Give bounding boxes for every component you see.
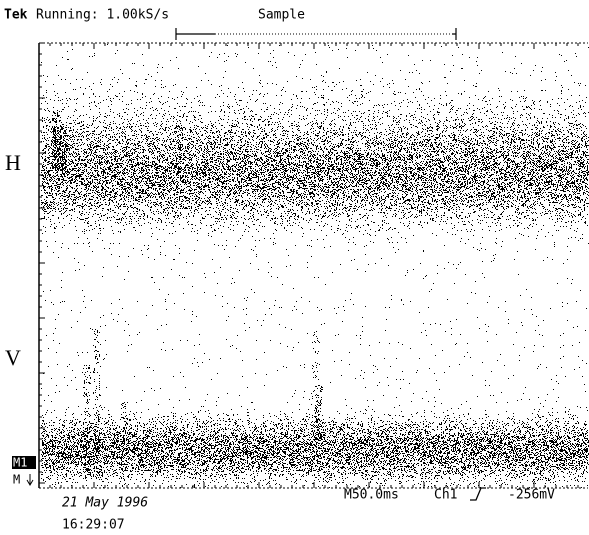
- channel: Ch1: [434, 488, 457, 503]
- noise-dots: [41, 44, 589, 488]
- record-bracket: [175, 28, 457, 40]
- time: 16:29:07: [62, 518, 125, 533]
- trace-label-h: H: [5, 150, 21, 175]
- trigger-slope-icon: [470, 487, 486, 501]
- graticule: [38, 42, 588, 489]
- brand: Tek: [4, 8, 28, 23]
- m1-marker: M1: [13, 456, 27, 470]
- date: 21 May 1996: [62, 496, 148, 511]
- trigger-level: -256mV: [508, 488, 555, 503]
- acquisition-mode: Sample: [258, 8, 305, 23]
- graticule-ticks: [38, 42, 579, 488]
- waveform-trace: [41, 44, 589, 488]
- timebase: M50.0ms: [344, 488, 399, 503]
- acquisition-status: Running: 1.00kS/s: [36, 8, 169, 23]
- m-marker: M: [13, 473, 20, 487]
- trace-label-v: V: [5, 345, 21, 370]
- m1-marker-box: [12, 456, 36, 469]
- m-arrow: [26, 474, 34, 486]
